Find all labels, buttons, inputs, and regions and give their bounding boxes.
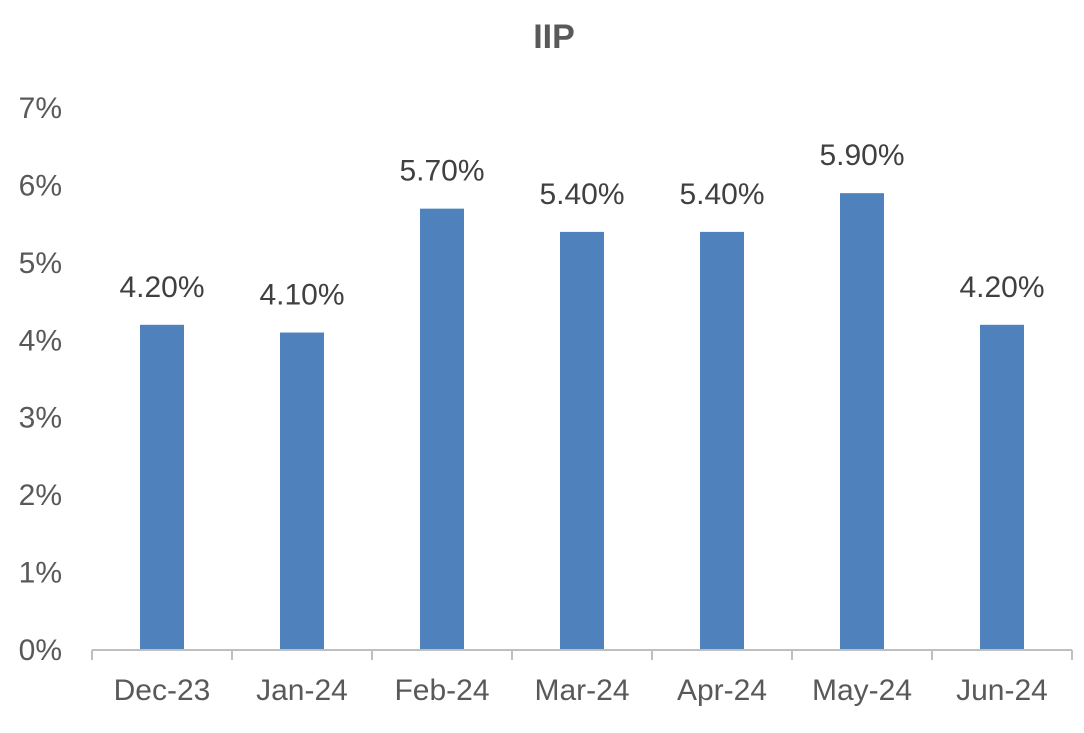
y-tick-label: 3% [19,402,62,435]
bar [840,193,884,650]
x-axis: Dec-23 Jan-24 Feb-24 Mar-24 Apr-24 May-24 Jun-… [91,649,1073,707]
data-label: 5.90% [819,139,904,172]
y-tick-label: 6% [19,169,62,202]
y-tick-label: 7% [19,92,62,125]
chart-title: IIP [533,18,575,56]
bar [700,231,744,650]
y-tick-label: 4% [19,324,62,357]
bar [140,324,184,650]
x-tick-label: Mar-24 [534,674,629,707]
data-label: 4.20% [119,271,204,304]
x-tick-label: Jun-24 [956,674,1048,707]
bar [560,231,604,650]
y-tick-label: 1% [19,557,62,590]
x-tick-label: Jan-24 [256,674,348,707]
data-label: 5.70% [399,155,484,188]
bar [980,324,1024,650]
bars [140,193,1024,650]
bar [420,208,464,650]
x-tick-label: Feb-24 [394,674,489,707]
y-tick-label: 0% [19,634,62,667]
data-labels: 4.20% 4.10% 5.70% 5.40% 5.40% 5.90% 4.20% [119,139,1044,311]
data-label: 4.20% [959,271,1044,304]
data-label: 5.40% [539,178,624,211]
data-label: 5.40% [679,178,764,211]
x-tick-label: Dec-23 [114,674,211,707]
y-tick-label: 5% [19,247,62,280]
x-tick-label: May-24 [812,674,912,707]
bar [280,332,324,650]
x-tick-label: Apr-24 [677,674,767,707]
y-axis: 0% 1% 2% 3% 4% 5% 6% 7% [19,92,62,667]
data-label: 4.10% [259,279,344,312]
y-tick-label: 2% [19,479,62,512]
